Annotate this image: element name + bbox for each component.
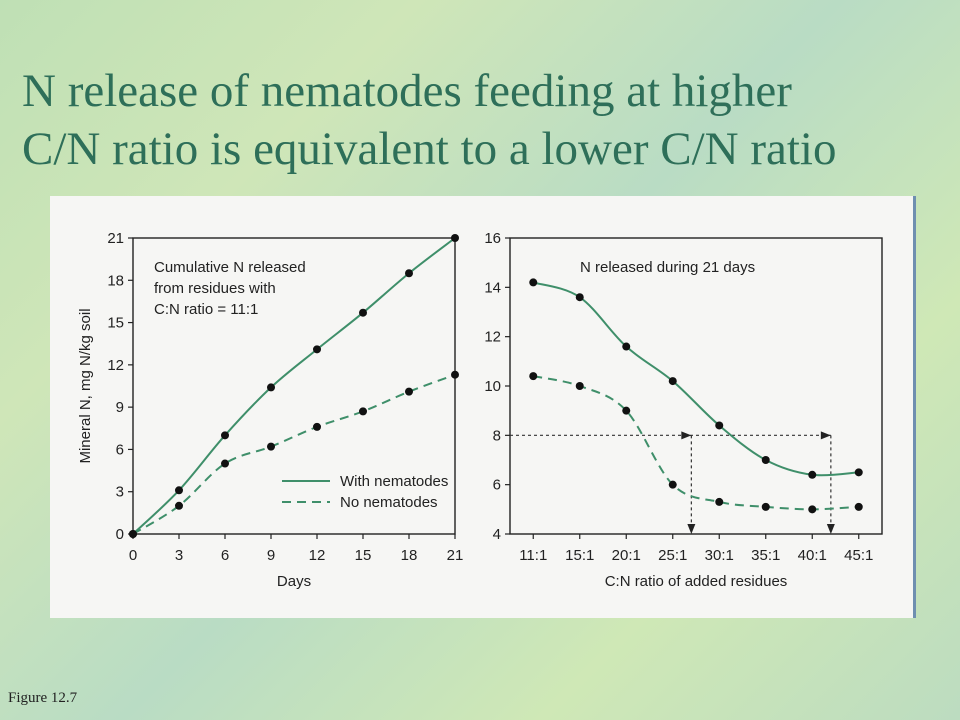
- right-data-point-dashed: [575, 382, 584, 390]
- left-data-point-dashed: [267, 442, 275, 451]
- right-data-point-solid: [668, 377, 677, 386]
- right-data-point-solid: [808, 470, 817, 479]
- figure-panel: 0 3 6 9 12 15 18 21 0 3 6 9 12 15 18 21 Days Mineral N, m…: [50, 196, 916, 618]
- slide-title-line-2: C/N ratio is equivalent to a lower C/N r…: [22, 123, 837, 175]
- right-x-tick-label: 40:1: [798, 547, 827, 564]
- right-data-point-solid: [529, 278, 538, 287]
- right-x-tick-label: 25:1: [658, 547, 687, 564]
- right-y-tick-label: 16: [484, 230, 501, 247]
- right-data-point-solid: [575, 293, 584, 302]
- slide-title-line-1: N release of nematodes feeding at higher: [22, 65, 792, 117]
- right-x-tick-label: 11:1: [519, 547, 547, 564]
- left-y-tick-label: 15: [107, 315, 124, 332]
- right-y-tick-label: 10: [484, 378, 501, 395]
- right-data-point-solid: [854, 468, 863, 477]
- reference-arrow-right: [820, 431, 831, 440]
- right-y-tick-label: 12: [484, 329, 501, 346]
- right-data-point-solid: [622, 342, 631, 351]
- left-data-point-dashed: [313, 422, 321, 431]
- left-data-point-dashed: [359, 407, 367, 416]
- left-y-tick-label: 6: [116, 441, 124, 458]
- left-y-axis-label: Mineral N, mg N/kg soil: [77, 308, 94, 463]
- right-series-line-solid: [532, 281, 859, 477]
- right-chart-title: N released during 21 days: [580, 259, 755, 276]
- right-x-tick-label: 45:1: [844, 547, 873, 564]
- left-data-point-solid: [451, 234, 459, 242]
- legend-label: With nematodes: [340, 473, 448, 490]
- left-data-point-solid: [175, 486, 183, 495]
- left-x-tick-label: 12: [309, 547, 326, 564]
- left-y-tick-label: 18: [107, 272, 124, 289]
- left-series-line-solid: [132, 237, 456, 535]
- left-x-tick-label: 15: [355, 547, 372, 564]
- left-annotation-line: from residues with: [154, 280, 276, 297]
- reference-arrow-down: [687, 524, 696, 534]
- right-x-axis-label: C:N ratio of added residues: [605, 573, 788, 590]
- left-x-tick-label: 3: [175, 547, 183, 564]
- left-annotation-line: Cumulative N released: [154, 259, 306, 276]
- right-y-tick-label: 14: [484, 279, 501, 296]
- right-series-line-dashed: [533, 375, 859, 511]
- left-x-tick-label: 6: [221, 547, 229, 564]
- left-x-axis-label: Days: [277, 573, 311, 590]
- right-x-tick-label: 20:1: [612, 547, 641, 564]
- left-x-tick-label: 9: [267, 547, 275, 564]
- right-data-point-dashed: [529, 372, 538, 381]
- figure-svg: 0 3 6 9 12 15 18 21 0 3 6 9 12 15 18 21 Days Mineral N, m…: [77, 230, 883, 590]
- right-data-point-dashed: [808, 505, 817, 514]
- figure-label: Figure 12.7: [8, 690, 78, 706]
- left-data-point-solid: [359, 308, 367, 317]
- slide-title: N release of nematodes feeding at higher…: [22, 62, 952, 178]
- left-data-point-solid: [313, 345, 321, 354]
- left-y-tick-label: 0: [116, 526, 124, 543]
- left-data-point-solid: [221, 431, 229, 440]
- right-data-point-dashed: [715, 497, 724, 506]
- left-data-point-dashed: [129, 530, 137, 538]
- right-data-point-dashed: [668, 480, 677, 489]
- right-data-point-dashed: [761, 502, 770, 511]
- left-chart: 0 3 6 9 12 15 18 21 0 3 6 9 12 15 18 21 Days Mineral N, m…: [77, 230, 463, 590]
- left-y-tick-label: 3: [116, 484, 124, 501]
- right-plot-frame: [509, 237, 883, 535]
- left-annotation-line: C:N ratio = 11:1: [154, 301, 258, 318]
- right-data-point-solid: [761, 456, 770, 464]
- legend-label: No nematodes: [340, 494, 438, 511]
- left-data-point-solid: [267, 383, 275, 392]
- left-data-point-dashed: [221, 459, 229, 468]
- left-y-tick-label: 21: [107, 230, 124, 247]
- right-x-tick-label: 35:1: [751, 547, 780, 564]
- right-data-point-dashed: [854, 502, 863, 511]
- right-y-tick-label: 6: [493, 477, 501, 494]
- right-y-tick-label: 8: [493, 427, 501, 444]
- reference-arrow-right: [681, 431, 692, 440]
- reference-arrow-down: [826, 524, 835, 534]
- left-y-tick-label: 9: [116, 399, 124, 416]
- right-x-tick-label: 15:1: [565, 547, 594, 564]
- left-x-tick-label: 0: [129, 547, 137, 564]
- left-data-point-dashed: [451, 370, 459, 379]
- right-chart: 11:1 15:1 20:1 25:1 30:1 35:1 40:1 45:1 4 6 8 10 12 1…: [484, 230, 883, 590]
- left-y-tick-label: 12: [107, 357, 124, 374]
- left-x-tick-label: 18: [401, 547, 418, 564]
- left-plot-frame: [132, 237, 456, 535]
- left-data-point-dashed: [405, 387, 413, 396]
- right-y-tick-label: 4: [493, 526, 501, 543]
- right-data-point-dashed: [622, 406, 631, 415]
- left-data-point-solid: [405, 269, 413, 278]
- right-x-tick-label: 30:1: [705, 547, 734, 564]
- left-x-tick-label: 21: [447, 547, 464, 564]
- right-data-point-solid: [715, 421, 724, 430]
- left-data-point-dashed: [175, 501, 183, 510]
